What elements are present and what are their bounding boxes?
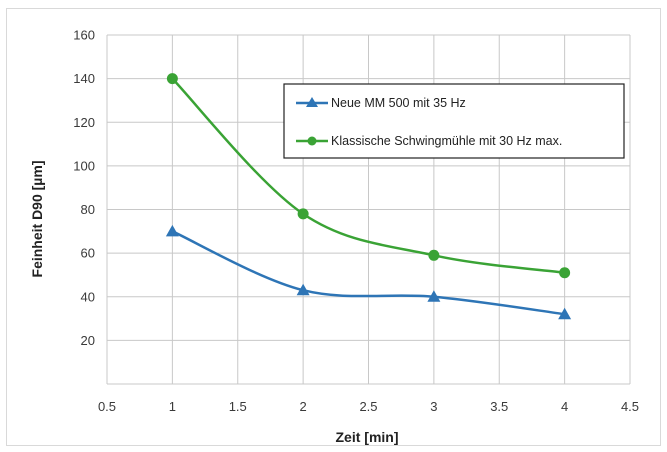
x-tick-label: 4 bbox=[561, 399, 568, 414]
y-tick-label: 80 bbox=[81, 202, 95, 217]
y-tick-label: 140 bbox=[73, 71, 95, 86]
legend-label-series-2: Klassische Schwingmühle mit 30 Hz max. bbox=[331, 134, 562, 148]
x-tick-label: 1 bbox=[169, 399, 176, 414]
x-tick-label: 2.5 bbox=[359, 399, 377, 414]
data-point-series-1 bbox=[165, 224, 179, 237]
x-tick-label: 2 bbox=[300, 399, 307, 414]
y-tick-label: 60 bbox=[81, 246, 95, 261]
x-tick-label: 3 bbox=[430, 399, 437, 414]
legend: Neue MM 500 mit 35 Hz Klassische Schwing… bbox=[283, 83, 625, 159]
y-tick-label: 20 bbox=[81, 333, 95, 348]
data-point-series-2 bbox=[428, 249, 440, 261]
series-line-1 bbox=[171, 230, 565, 316]
legend-label-series-1: Neue MM 500 mit 35 Hz bbox=[331, 96, 466, 110]
x-tick-label: 4.5 bbox=[621, 399, 639, 414]
series-line-2 bbox=[171, 77, 565, 274]
series-lines bbox=[165, 73, 572, 320]
x-tick-label: 1.5 bbox=[229, 399, 247, 414]
legend-marker-series-2 bbox=[307, 136, 317, 146]
legend-marker-series-1 bbox=[306, 97, 318, 107]
x-tick-label: 3.5 bbox=[490, 399, 508, 414]
grid bbox=[106, 34, 631, 385]
data-point-series-1 bbox=[296, 283, 310, 296]
y-tick-label: 120 bbox=[73, 115, 95, 130]
x-axis-title: Zeit [min] bbox=[336, 429, 399, 445]
legend-box bbox=[283, 83, 625, 159]
tick-labels: 0.5 1 1.5 2 2.5 3 3.5 4 4.5 20 40 60 80 100 120 140 160 bbox=[73, 28, 639, 415]
data-point-series-2 bbox=[166, 73, 178, 85]
data-point-series-1 bbox=[427, 290, 441, 302]
chart-frame bbox=[6, 8, 661, 446]
data-point-series-2 bbox=[559, 267, 571, 279]
y-axis-title: Feinheit D90 [µm] bbox=[29, 161, 45, 278]
data-point-series-1 bbox=[558, 307, 572, 320]
data-point-series-2 bbox=[297, 208, 309, 220]
x-tick-label: 0.5 bbox=[98, 399, 116, 414]
y-tick-label: 160 bbox=[73, 28, 95, 43]
y-tick-label: 100 bbox=[73, 158, 95, 173]
y-tick-label: 40 bbox=[81, 289, 95, 304]
